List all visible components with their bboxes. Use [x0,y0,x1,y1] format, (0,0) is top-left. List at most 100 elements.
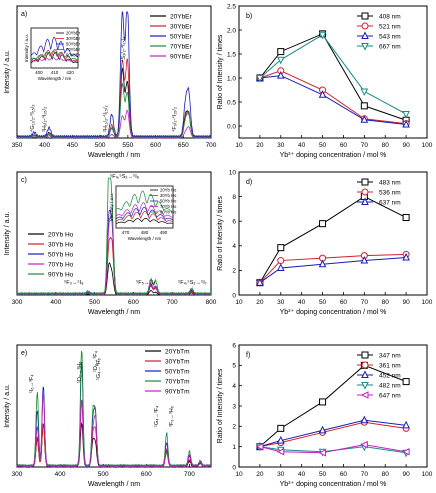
inset-legend-label: 70Yb Ho [160,204,177,209]
y-tick-label: 1.0 [227,75,236,82]
transition-label: ⁵F₄,⁵S₂→⁵I₈ [110,173,139,180]
data-point [361,188,369,196]
inset-x-tick-label: 480 [141,230,149,235]
data-point [360,115,369,123]
data-point [361,43,369,51]
legend-label: 408 nm [379,14,401,21]
panel-d: 10 20 30 40 50 60 70 80 90 100 0 2 4 6 8 10 d) Yb³⁺ dopin… [217,169,433,316]
y-tick-label: 8 [232,194,236,201]
panel-f: 10 20 30 40 50 60 70 80 90 100 0 1 2 3 4 5 6 f) Yb³⁺ dopin… [217,342,433,488]
y-tick-label: 2.0 [227,27,236,34]
transition-label: ¹G₄→³H₆ [96,358,102,380]
x-tick-label: 500 [89,299,100,306]
data-point [361,31,369,39]
legend-label: 50Yb Ho [48,252,74,259]
x-tick-label: 100 [422,299,433,306]
legend-label: 536 nm [379,190,401,197]
x-axis-label: Yb³⁺ doping concentration / mol % [280,152,387,159]
x-tick-label: 500 [95,142,106,149]
inset-legend-label: 30YbEr [66,36,81,41]
data-point [360,415,369,424]
inset-line [30,51,79,64]
plot-frame [238,5,428,139]
legend-label: 30YbTm [165,359,190,366]
x-tick-label: 90 [402,299,410,306]
y-axis-label: Ratio of Intensity / times [217,368,224,443]
x-tick-label: 60 [340,299,348,306]
legend-label: 50YbTm [165,369,190,376]
data-point [360,440,368,449]
data-point [360,391,369,399]
inset-x-tick-label: 420 [66,70,74,75]
x-tick-label: 60 [340,471,348,478]
x-tick-label: 450 [67,142,78,149]
y-tick-label: 0 [232,464,236,471]
y-tick-label: 0 [232,292,236,299]
x-tick-label: 90 [402,142,410,149]
data-point [276,263,285,271]
x-tick-label: 500 [98,471,109,478]
y-tick-label: 3 [232,403,236,410]
transition-label: ¹D₂→³F₄ [93,350,99,372]
data-point [402,214,410,222]
y-tick-label: 1 [232,444,236,451]
x-tick-label: 350 [12,142,23,149]
inset-y-axis-label: Intensity / a.u. [24,34,29,62]
data-point [402,119,410,128]
spectrum-line [16,11,212,140]
data-point [276,447,285,456]
inset-line [115,202,174,219]
inset-legend-label: 50Yb Ho [160,199,177,204]
data-point [361,351,369,359]
x-axis-label: Yb³⁺ doping concentration / mol % [280,309,387,316]
x-tick-label: 650 [178,142,189,149]
transition-label: ⁴S₃/₂-⁴I₁₅/₂ [120,37,127,62]
data-point [402,252,410,261]
data-point [277,257,285,265]
x-tick-label: 50 [319,471,327,478]
data-point [277,244,285,252]
transition-label: ⁵F₃→⁵I₈ [64,279,83,286]
x-tick-label: 100 [422,142,433,149]
inset-x-tick-label: 410 [51,70,59,75]
panel-b: 10 20 30 40 50 60 70 80 90 100 0.0 0.5 1.0 1.5 2.0 2.5 b… [217,3,433,159]
x-axis-label: Wavelength / nm [88,481,140,488]
transition-label: ²H₁₁/₂-⁴I₁₅/₂ [102,105,109,132]
x-axis-label: Yb³⁺ doping concentration / mol % [280,481,387,488]
inset-legend-label: 20YbEr [66,31,81,36]
transition-label: ⁵F₄,⁵S₂→⁵I₇ [178,279,207,286]
legend-label: 483 nm [379,180,401,187]
x-tick-label: 20 [256,471,264,478]
y-tick-label: 0.5 [227,99,236,106]
data-point [361,178,369,186]
inset-line [115,218,174,224]
spectrum-line [16,393,212,469]
plot-frame [238,171,428,296]
data-point [361,382,369,390]
x-tick-label: 30 [277,142,285,149]
x-tick-label: 20 [256,142,264,149]
data-point [361,12,369,20]
x-tick-label: 80 [382,142,390,149]
legend-label: 667 nm [379,44,401,51]
data-point [401,447,410,456]
panel-label: b) [246,13,252,20]
x-tick-label: 20 [256,299,264,306]
inset-legend-label: 30Yb Ho [160,193,177,198]
legend-label: 90YbEr [170,54,193,61]
data-point [276,70,285,79]
panel-label: f) [246,352,250,359]
inset-frame [30,27,79,69]
data-point [318,259,327,268]
x-tick-label: 70 [361,299,369,306]
inset-line [115,211,174,223]
y-tick-label: 4 [232,243,236,250]
x-tick-label: 40 [298,142,306,149]
legend-label: 70Yb Ho [48,262,74,269]
y-axis-label: Intensity / a.u. [4,212,11,256]
data-point [318,425,327,434]
data-point [402,420,410,429]
legend-label: 50YbEr [170,34,193,41]
y-tick-label: 1.5 [227,51,236,58]
y-axis-label: Ratio of Intensity / times [217,196,224,271]
